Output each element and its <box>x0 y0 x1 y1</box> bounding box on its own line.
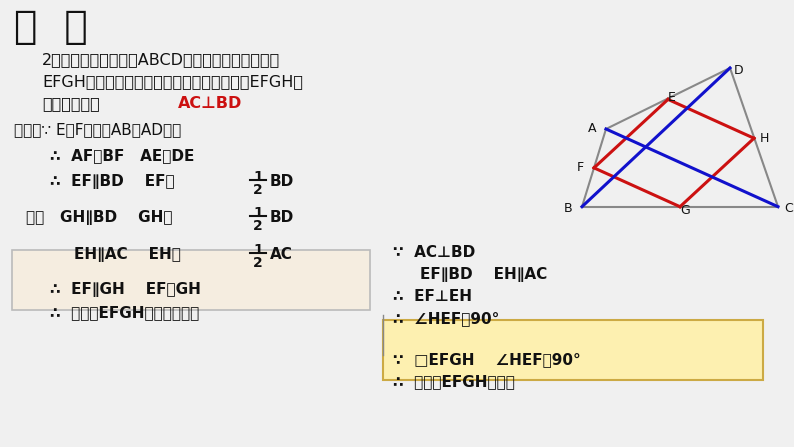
Text: E: E <box>668 91 676 105</box>
Text: 1: 1 <box>253 170 263 184</box>
Text: F: F <box>577 161 584 174</box>
Text: ∵  AC⊥BD: ∵ AC⊥BD <box>393 245 476 260</box>
Text: ∴  EF∥BD    EF＝: ∴ EF∥BD EF＝ <box>50 174 175 189</box>
Text: G: G <box>680 204 690 217</box>
FancyBboxPatch shape <box>12 250 370 310</box>
Text: EF∥BD    EH∥AC: EF∥BD EH∥AC <box>420 267 547 282</box>
Text: EH∥AC    EH＝: EH∥AC EH＝ <box>74 247 181 262</box>
Text: ∵  □EFGH    ∠HEF＝90°: ∵ □EFGH ∠HEF＝90° <box>393 352 580 367</box>
Text: 2: 2 <box>253 219 263 233</box>
Text: AC⊥BD: AC⊥BD <box>178 96 242 111</box>
Text: 证明：∵ E、F分别为AB、AD中点: 证明：∵ E、F分别为AB、AD中点 <box>14 122 181 137</box>
Text: 1: 1 <box>253 206 263 220</box>
Text: ∴  四边形EFGH是平行四边形: ∴ 四边形EFGH是平行四边形 <box>50 305 199 320</box>
Text: BD: BD <box>270 174 295 189</box>
Text: B: B <box>564 202 572 215</box>
Text: A: A <box>588 122 596 135</box>
Text: 1: 1 <box>253 243 263 257</box>
Text: 2: 2 <box>253 256 263 270</box>
Text: 作  业: 作 业 <box>14 8 88 46</box>
Text: ∴  AF＝BF   AE＝DE: ∴ AF＝BF AE＝DE <box>50 148 195 163</box>
Text: ∴  四边形EFGH是矩形: ∴ 四边形EFGH是矩形 <box>393 374 515 389</box>
Text: ∴  EF∥GH    EF＝GH: ∴ EF∥GH EF＝GH <box>50 282 201 297</box>
Text: 矩形添加条件: 矩形添加条件 <box>42 96 100 111</box>
Text: 同理   GH∥BD    GH＝: 同理 GH∥BD GH＝ <box>26 210 172 225</box>
Text: 2．如图，连接四边形ABCD各边中点，得到四边形: 2．如图，连接四边形ABCD各边中点，得到四边形 <box>42 52 280 67</box>
Text: C: C <box>784 202 792 215</box>
Text: 2: 2 <box>253 183 263 197</box>
Text: D: D <box>734 64 744 77</box>
FancyBboxPatch shape <box>383 320 763 380</box>
Text: EFGH，还要添加什么条件，才能保证四边形EFGH是: EFGH，还要添加什么条件，才能保证四边形EFGH是 <box>42 74 303 89</box>
Text: ∴  ∠HEF＝90°: ∴ ∠HEF＝90° <box>393 311 499 326</box>
Text: AC: AC <box>270 247 293 262</box>
Text: ∴  EF⊥EH: ∴ EF⊥EH <box>393 289 472 304</box>
Text: BD: BD <box>270 210 295 225</box>
Text: H: H <box>760 132 769 145</box>
